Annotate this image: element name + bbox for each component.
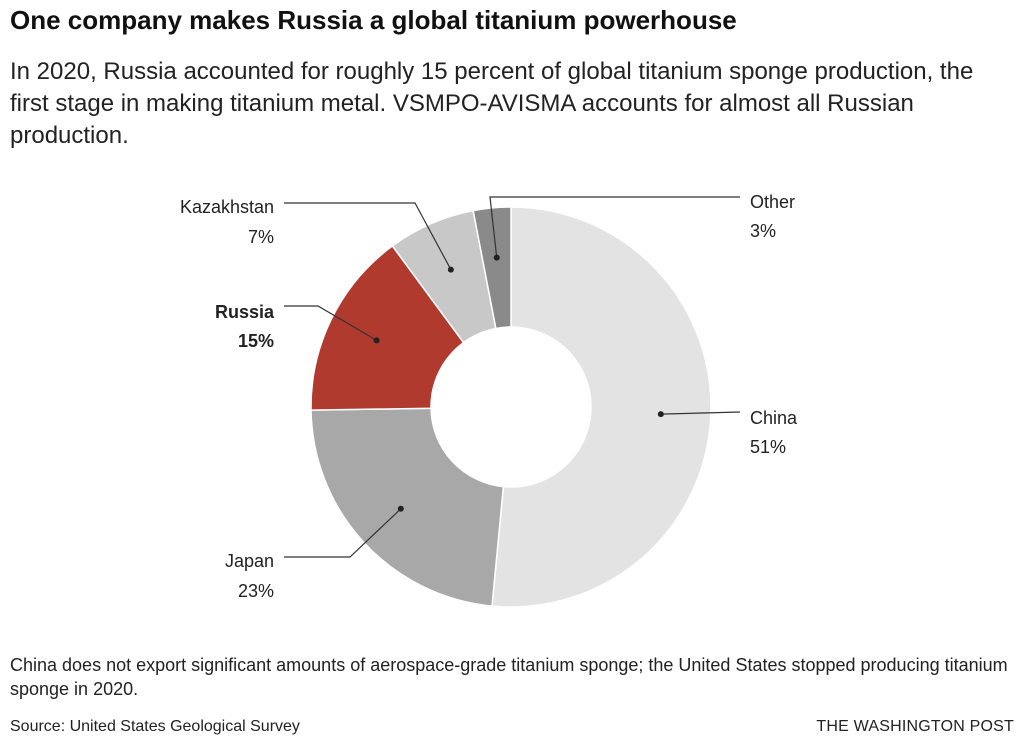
slice-labels: China 51% Japan 23% Russia 15% Kazakhstan 7% Oth…: [180, 192, 798, 601]
footnote: China does not export significant amount…: [10, 655, 1008, 699]
slice-other: [472, 206, 512, 330]
slice-japan: [310, 407, 505, 607]
leader-lines: [284, 196, 741, 558]
label-other: Other: [750, 192, 795, 212]
value-label-china: 51%: [750, 437, 786, 457]
publisher-credit: THE WASHINGTON POST: [816, 718, 1014, 735]
value-label-japan: 23%: [238, 581, 274, 601]
leader-dot-china: [657, 411, 664, 418]
slice-russia: [310, 244, 465, 411]
leader-dot-japan: [397, 505, 404, 512]
leader-dot-other: [493, 254, 500, 261]
label-japan: Japan: [225, 551, 274, 571]
slice-china: [491, 206, 712, 608]
leader-line-china: [660, 411, 741, 415]
leader-line-kazakhstan: [284, 202, 452, 270]
value-label-russia: 15%: [238, 331, 274, 351]
label-kazakhstan: Kazakhstan: [180, 197, 274, 217]
leader-line-other: [489, 196, 740, 258]
leader-line-japan: [284, 508, 402, 558]
leader-dot-kazakhstan: [447, 266, 454, 273]
chart-subtitle: In 2020, Russia accounted for roughly 15…: [10, 58, 974, 149]
donut-slices: [310, 206, 712, 608]
leader-line-russia: [284, 305, 377, 341]
source-line: Source: United States Geological Survey: [10, 718, 300, 735]
label-china: China: [750, 408, 798, 428]
chart-title: One company makes Russia a global titani…: [10, 5, 737, 35]
value-label-kazakhstan: 7%: [248, 227, 274, 247]
value-label-other: 3%: [750, 221, 776, 241]
leader-dot-russia: [373, 337, 380, 344]
label-russia: Russia: [215, 302, 275, 322]
